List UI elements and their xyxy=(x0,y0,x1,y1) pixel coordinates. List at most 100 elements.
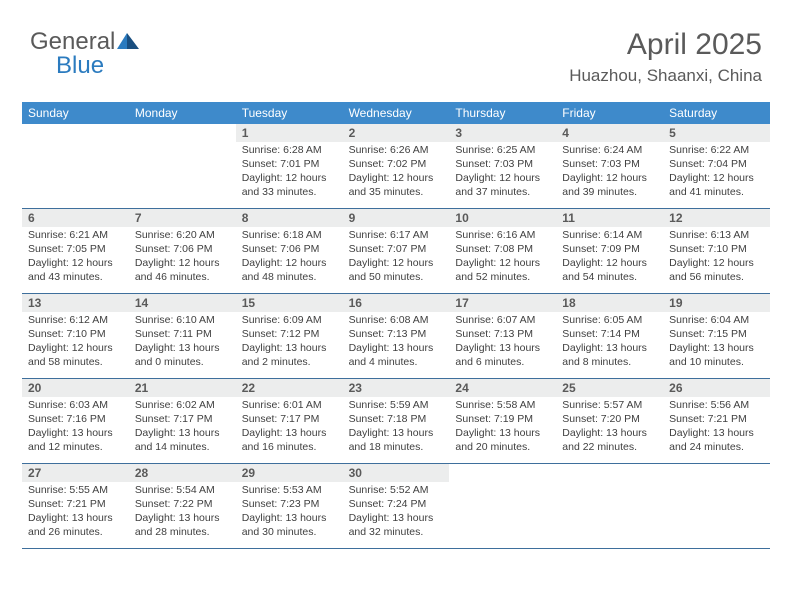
day-details: Sunrise: 6:26 AMSunset: 7:02 PMDaylight:… xyxy=(343,142,450,203)
day-cell: 12Sunrise: 6:13 AMSunset: 7:10 PMDayligh… xyxy=(663,209,770,293)
day-cell: 19Sunrise: 6:04 AMSunset: 7:15 PMDayligh… xyxy=(663,294,770,378)
weekday-header: Friday xyxy=(556,102,663,124)
day-cell xyxy=(556,464,663,548)
day-cell: 17Sunrise: 6:07 AMSunset: 7:13 PMDayligh… xyxy=(449,294,556,378)
day-number: 24 xyxy=(449,379,556,397)
day-details: Sunrise: 5:57 AMSunset: 7:20 PMDaylight:… xyxy=(556,397,663,458)
day-cell xyxy=(129,124,236,208)
day-number: 25 xyxy=(556,379,663,397)
day-cell: 10Sunrise: 6:16 AMSunset: 7:08 PMDayligh… xyxy=(449,209,556,293)
day-number: 6 xyxy=(22,209,129,227)
weekday-header: Saturday xyxy=(663,102,770,124)
weekday-header: Sunday xyxy=(22,102,129,124)
day-details: Sunrise: 5:55 AMSunset: 7:21 PMDaylight:… xyxy=(22,482,129,543)
day-cell: 24Sunrise: 5:58 AMSunset: 7:19 PMDayligh… xyxy=(449,379,556,463)
day-number: 5 xyxy=(663,124,770,142)
day-cell: 28Sunrise: 5:54 AMSunset: 7:22 PMDayligh… xyxy=(129,464,236,548)
day-cell: 15Sunrise: 6:09 AMSunset: 7:12 PMDayligh… xyxy=(236,294,343,378)
day-cell: 21Sunrise: 6:02 AMSunset: 7:17 PMDayligh… xyxy=(129,379,236,463)
day-cell: 30Sunrise: 5:52 AMSunset: 7:24 PMDayligh… xyxy=(343,464,450,548)
day-details: Sunrise: 6:08 AMSunset: 7:13 PMDaylight:… xyxy=(343,312,450,373)
day-details: Sunrise: 6:02 AMSunset: 7:17 PMDaylight:… xyxy=(129,397,236,458)
day-number: 21 xyxy=(129,379,236,397)
day-details: Sunrise: 6:18 AMSunset: 7:06 PMDaylight:… xyxy=(236,227,343,288)
day-details: Sunrise: 6:01 AMSunset: 7:17 PMDaylight:… xyxy=(236,397,343,458)
day-cell: 11Sunrise: 6:14 AMSunset: 7:09 PMDayligh… xyxy=(556,209,663,293)
day-number-empty xyxy=(22,124,129,142)
day-cell xyxy=(22,124,129,208)
day-details: Sunrise: 6:28 AMSunset: 7:01 PMDaylight:… xyxy=(236,142,343,203)
day-details: Sunrise: 5:53 AMSunset: 7:23 PMDaylight:… xyxy=(236,482,343,543)
day-details: Sunrise: 6:21 AMSunset: 7:05 PMDaylight:… xyxy=(22,227,129,288)
day-cell: 22Sunrise: 6:01 AMSunset: 7:17 PMDayligh… xyxy=(236,379,343,463)
day-cell: 2Sunrise: 6:26 AMSunset: 7:02 PMDaylight… xyxy=(343,124,450,208)
day-number: 29 xyxy=(236,464,343,482)
day-cell: 4Sunrise: 6:24 AMSunset: 7:03 PMDaylight… xyxy=(556,124,663,208)
day-number: 13 xyxy=(22,294,129,312)
day-number: 4 xyxy=(556,124,663,142)
day-details: Sunrise: 6:14 AMSunset: 7:09 PMDaylight:… xyxy=(556,227,663,288)
day-cell: 29Sunrise: 5:53 AMSunset: 7:23 PMDayligh… xyxy=(236,464,343,548)
day-details: Sunrise: 6:05 AMSunset: 7:14 PMDaylight:… xyxy=(556,312,663,373)
day-cell: 26Sunrise: 5:56 AMSunset: 7:21 PMDayligh… xyxy=(663,379,770,463)
day-cell: 6Sunrise: 6:21 AMSunset: 7:05 PMDaylight… xyxy=(22,209,129,293)
day-details: Sunrise: 6:07 AMSunset: 7:13 PMDaylight:… xyxy=(449,312,556,373)
day-cell: 1Sunrise: 6:28 AMSunset: 7:01 PMDaylight… xyxy=(236,124,343,208)
weekday-header-row: SundayMondayTuesdayWednesdayThursdayFrid… xyxy=(22,102,770,124)
day-details: Sunrise: 6:09 AMSunset: 7:12 PMDaylight:… xyxy=(236,312,343,373)
week-row: 1Sunrise: 6:28 AMSunset: 7:01 PMDaylight… xyxy=(22,124,770,209)
day-details: Sunrise: 6:24 AMSunset: 7:03 PMDaylight:… xyxy=(556,142,663,203)
weekday-header: Thursday xyxy=(449,102,556,124)
day-details: Sunrise: 6:13 AMSunset: 7:10 PMDaylight:… xyxy=(663,227,770,288)
day-cell: 16Sunrise: 6:08 AMSunset: 7:13 PMDayligh… xyxy=(343,294,450,378)
day-cell: 8Sunrise: 6:18 AMSunset: 7:06 PMDaylight… xyxy=(236,209,343,293)
week-row: 20Sunrise: 6:03 AMSunset: 7:16 PMDayligh… xyxy=(22,379,770,464)
day-number: 18 xyxy=(556,294,663,312)
day-number: 23 xyxy=(343,379,450,397)
day-details: Sunrise: 5:59 AMSunset: 7:18 PMDaylight:… xyxy=(343,397,450,458)
day-cell: 20Sunrise: 6:03 AMSunset: 7:16 PMDayligh… xyxy=(22,379,129,463)
day-cell xyxy=(663,464,770,548)
day-details: Sunrise: 6:17 AMSunset: 7:07 PMDaylight:… xyxy=(343,227,450,288)
day-cell: 5Sunrise: 6:22 AMSunset: 7:04 PMDaylight… xyxy=(663,124,770,208)
day-number: 14 xyxy=(129,294,236,312)
day-details: Sunrise: 6:10 AMSunset: 7:11 PMDaylight:… xyxy=(129,312,236,373)
day-number: 11 xyxy=(556,209,663,227)
day-number: 30 xyxy=(343,464,450,482)
page-title: April 2025 xyxy=(627,28,762,62)
day-cell: 18Sunrise: 6:05 AMSunset: 7:14 PMDayligh… xyxy=(556,294,663,378)
day-number: 26 xyxy=(663,379,770,397)
day-cell: 3Sunrise: 6:25 AMSunset: 7:03 PMDaylight… xyxy=(449,124,556,208)
day-details: Sunrise: 6:04 AMSunset: 7:15 PMDaylight:… xyxy=(663,312,770,373)
day-number: 7 xyxy=(129,209,236,227)
day-cell: 27Sunrise: 5:55 AMSunset: 7:21 PMDayligh… xyxy=(22,464,129,548)
day-number-empty xyxy=(556,464,663,482)
day-cell: 9Sunrise: 6:17 AMSunset: 7:07 PMDaylight… xyxy=(343,209,450,293)
day-number-empty xyxy=(449,464,556,482)
day-number: 28 xyxy=(129,464,236,482)
day-number: 27 xyxy=(22,464,129,482)
day-cell: 25Sunrise: 5:57 AMSunset: 7:20 PMDayligh… xyxy=(556,379,663,463)
day-details: Sunrise: 6:22 AMSunset: 7:04 PMDaylight:… xyxy=(663,142,770,203)
week-row: 27Sunrise: 5:55 AMSunset: 7:21 PMDayligh… xyxy=(22,464,770,549)
day-details: Sunrise: 6:16 AMSunset: 7:08 PMDaylight:… xyxy=(449,227,556,288)
day-number-empty xyxy=(663,464,770,482)
day-cell: 14Sunrise: 6:10 AMSunset: 7:11 PMDayligh… xyxy=(129,294,236,378)
day-number: 19 xyxy=(663,294,770,312)
day-details: Sunrise: 5:56 AMSunset: 7:21 PMDaylight:… xyxy=(663,397,770,458)
week-row: 13Sunrise: 6:12 AMSunset: 7:10 PMDayligh… xyxy=(22,294,770,379)
week-row: 6Sunrise: 6:21 AMSunset: 7:05 PMDaylight… xyxy=(22,209,770,294)
day-details: Sunrise: 6:03 AMSunset: 7:16 PMDaylight:… xyxy=(22,397,129,458)
day-details: Sunrise: 5:58 AMSunset: 7:19 PMDaylight:… xyxy=(449,397,556,458)
day-number: 9 xyxy=(343,209,450,227)
day-number-empty xyxy=(129,124,236,142)
weekday-header: Monday xyxy=(129,102,236,124)
logo-mark-icon xyxy=(117,33,139,54)
calendar-grid: SundayMondayTuesdayWednesdayThursdayFrid… xyxy=(22,102,770,549)
day-number: 15 xyxy=(236,294,343,312)
day-cell xyxy=(449,464,556,548)
day-number: 20 xyxy=(22,379,129,397)
day-details: Sunrise: 6:25 AMSunset: 7:03 PMDaylight:… xyxy=(449,142,556,203)
day-details: Sunrise: 6:20 AMSunset: 7:06 PMDaylight:… xyxy=(129,227,236,288)
day-details: Sunrise: 5:54 AMSunset: 7:22 PMDaylight:… xyxy=(129,482,236,543)
